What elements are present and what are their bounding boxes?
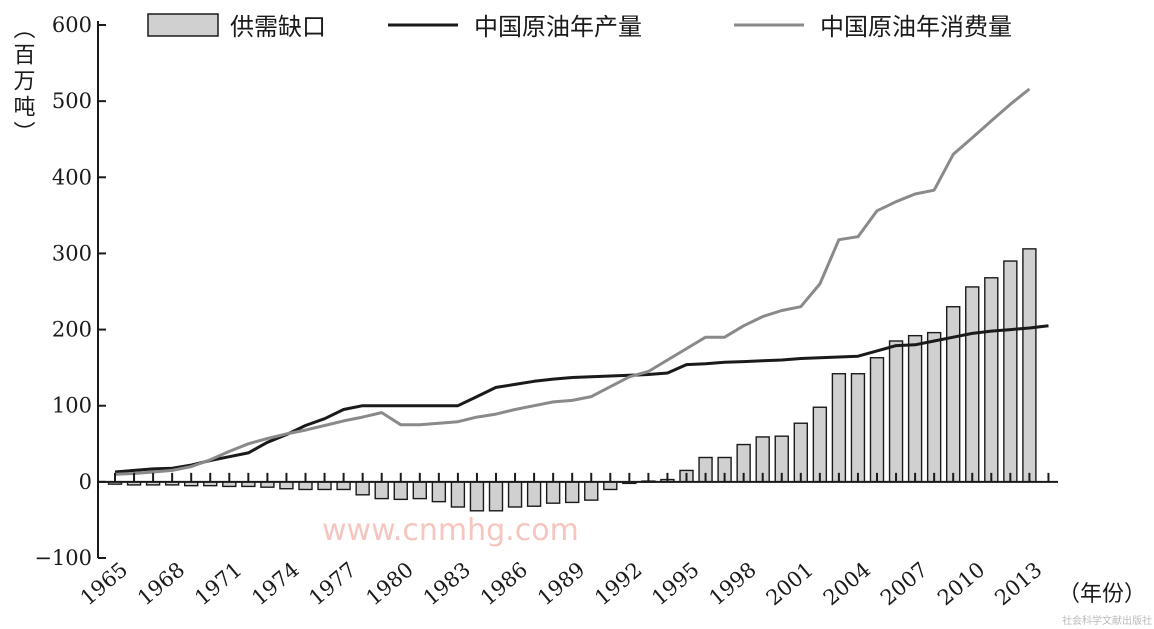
bars-layer: [107, 248, 1037, 512]
gap-bar-2007: [907, 334, 923, 483]
x-tick-label-2001: 2001: [762, 557, 818, 610]
y-tick-label-400: 400: [52, 165, 92, 189]
gap-bar-2013: [1022, 248, 1037, 483]
legend: 供需缺口 中国原油年产量 中国原油年消费量: [147, 13, 1012, 41]
gap-bar-2003: [831, 373, 847, 483]
gap-bar-2004: [850, 373, 866, 483]
gap-bar-1977: [336, 481, 351, 491]
x-axis-unit-label: （年份）: [1058, 582, 1146, 607]
gap-bar-2010: [965, 286, 980, 483]
gap-bar-1979: [374, 481, 389, 500]
y-tick-label-100: 100: [52, 394, 92, 418]
gap-bar-2002: [812, 406, 828, 483]
gap-bar-1989: [565, 481, 580, 504]
y-tick-label-500: 500: [52, 89, 92, 113]
gap-bar-1984: [469, 481, 485, 512]
production-line: [114, 324, 1049, 474]
gap-bar-2011: [984, 277, 999, 483]
gap-bar-1976: [317, 481, 332, 491]
x-tick-label-1977: 1977: [304, 557, 360, 610]
x-tick-label-1995: 1995: [647, 557, 703, 610]
x-tick-label-1998: 1998: [704, 557, 760, 610]
gap-bar-1986: [507, 481, 523, 508]
x-tick-label-1989: 1989: [533, 557, 589, 610]
y-tick-label-0: 0: [79, 470, 92, 494]
x-tick-label-1968: 1968: [133, 557, 189, 610]
legend-label-gap: 供需缺口: [230, 13, 326, 41]
y-tick-label--100: −100: [34, 546, 92, 570]
watermark: www.cnmhg.com: [322, 513, 579, 548]
gap-bar-1985: [488, 481, 504, 512]
gap-bar-1991: [603, 481, 618, 491]
gap-bar-2008: [926, 331, 942, 483]
x-tick-label-1986: 1986: [476, 557, 532, 610]
x-tick-label-1983: 1983: [419, 557, 475, 610]
x-tick-label-2010: 2010: [933, 557, 989, 610]
x-tick-label-2013: 2013: [990, 557, 1046, 610]
gap-bar-2005: [869, 357, 885, 483]
gap-bar-1983: [450, 481, 466, 508]
lines-layer: [114, 87, 1049, 476]
gap-bar-1987: [526, 481, 542, 507]
gap-bar-2012: [1003, 260, 1018, 483]
x-tick-label-1974: 1974: [247, 557, 303, 610]
y-tick-label-600: 600: [52, 13, 92, 37]
gap-bar-1978: [355, 481, 370, 496]
x-tick-label-2007: 2007: [876, 557, 932, 610]
y-tick-label-300: 300: [52, 241, 92, 265]
gap-bar-1981: [412, 481, 427, 500]
y-axis-unit-label: ︵百万吨︶: [10, 17, 36, 143]
publisher-mark: 社会科学文献出版社: [1062, 614, 1152, 627]
x-tick-label-1992: 1992: [590, 557, 646, 610]
consumption-line: [114, 87, 1031, 476]
legend-label-production: 中国原油年产量: [474, 13, 642, 41]
gap-bar-1990: [584, 481, 599, 501]
x-tick-label-1980: 1980: [362, 557, 418, 610]
x-tick-label-2004: 2004: [819, 557, 875, 610]
gap-bar-1988: [545, 481, 561, 504]
legend-swatch-gap: [147, 13, 219, 37]
x-tick-label-1971: 1971: [190, 557, 246, 610]
gap-bar-1980: [393, 481, 408, 501]
gap-bar-1974: [279, 481, 294, 490]
y-tick-label-200: 200: [52, 318, 92, 342]
gap-bar-2006: [888, 340, 904, 483]
gap-bar-1975: [298, 481, 313, 491]
gap-bar-1982: [431, 481, 447, 503]
gap-bar-2009: [946, 306, 961, 483]
legend-label-consumption: 中国原油年消费量: [820, 13, 1012, 41]
